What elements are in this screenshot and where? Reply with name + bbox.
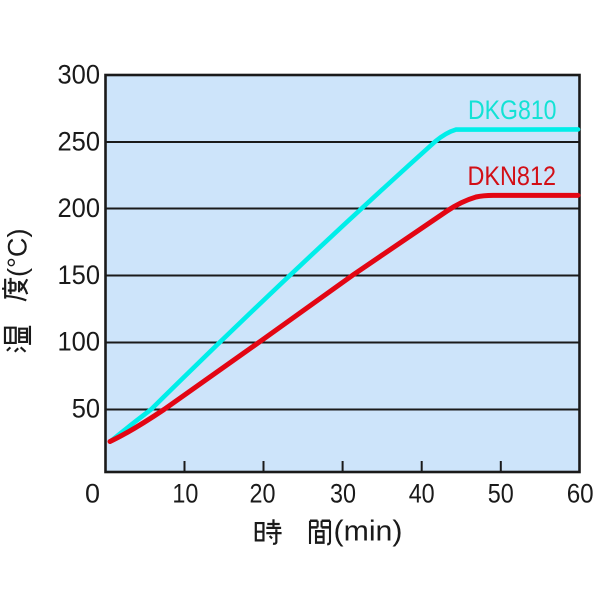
svg-text:(°C): (°C) (3, 229, 33, 278)
svg-text:150: 150 (58, 260, 101, 290)
svg-text:10: 10 (172, 479, 198, 509)
svg-text:DKG810: DKG810 (468, 95, 557, 125)
svg-text:30: 30 (330, 479, 356, 509)
svg-text:0: 0 (85, 479, 100, 509)
svg-text:40: 40 (409, 479, 435, 509)
svg-text:50: 50 (72, 394, 100, 424)
svg-text:(min): (min) (334, 516, 403, 548)
svg-text:50: 50 (488, 479, 514, 509)
svg-text:300: 300 (58, 60, 101, 90)
svg-text:DKN812: DKN812 (468, 161, 557, 191)
svg-text:250: 250 (58, 126, 101, 156)
svg-text:60: 60 (567, 479, 594, 509)
svg-text:100: 100 (58, 327, 101, 357)
svg-text:20: 20 (250, 479, 276, 509)
svg-text:200: 200 (58, 193, 101, 223)
